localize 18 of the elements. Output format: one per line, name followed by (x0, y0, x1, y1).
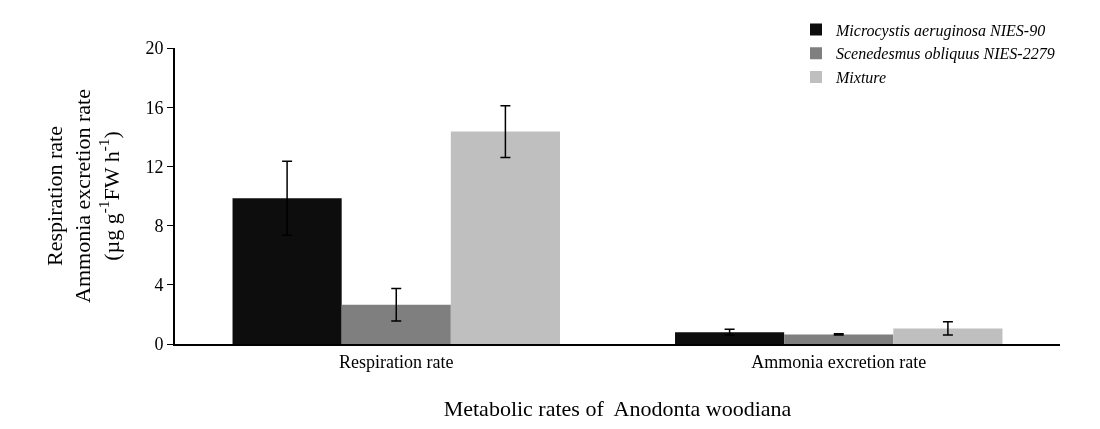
y-tick-label: 0 (154, 334, 164, 355)
y-tick-label: 16 (145, 97, 164, 118)
bar (341, 304, 451, 344)
legend-label: Scenedesmus obliquus NIES-2279 (836, 45, 1055, 64)
x-tick-label: Respiration rate (339, 351, 454, 372)
legend-label: Mixture (835, 69, 887, 87)
y-tick-label: 4 (154, 275, 164, 296)
y-tick-label: 8 (154, 215, 164, 236)
legend-label: Microcystis aeruginosa NIES-90 (835, 21, 1046, 40)
x-tick-label: Ammonia excretion rate (751, 351, 927, 372)
y-tick-label: 20 (145, 38, 164, 59)
x-axis-title: Metabolic rates of Anodonta woodiana (443, 396, 792, 421)
bar (232, 198, 342, 344)
bar (893, 328, 1003, 344)
bar (784, 334, 894, 344)
y-tick-label: 12 (145, 156, 164, 177)
bar (450, 131, 560, 344)
bar (675, 332, 785, 344)
